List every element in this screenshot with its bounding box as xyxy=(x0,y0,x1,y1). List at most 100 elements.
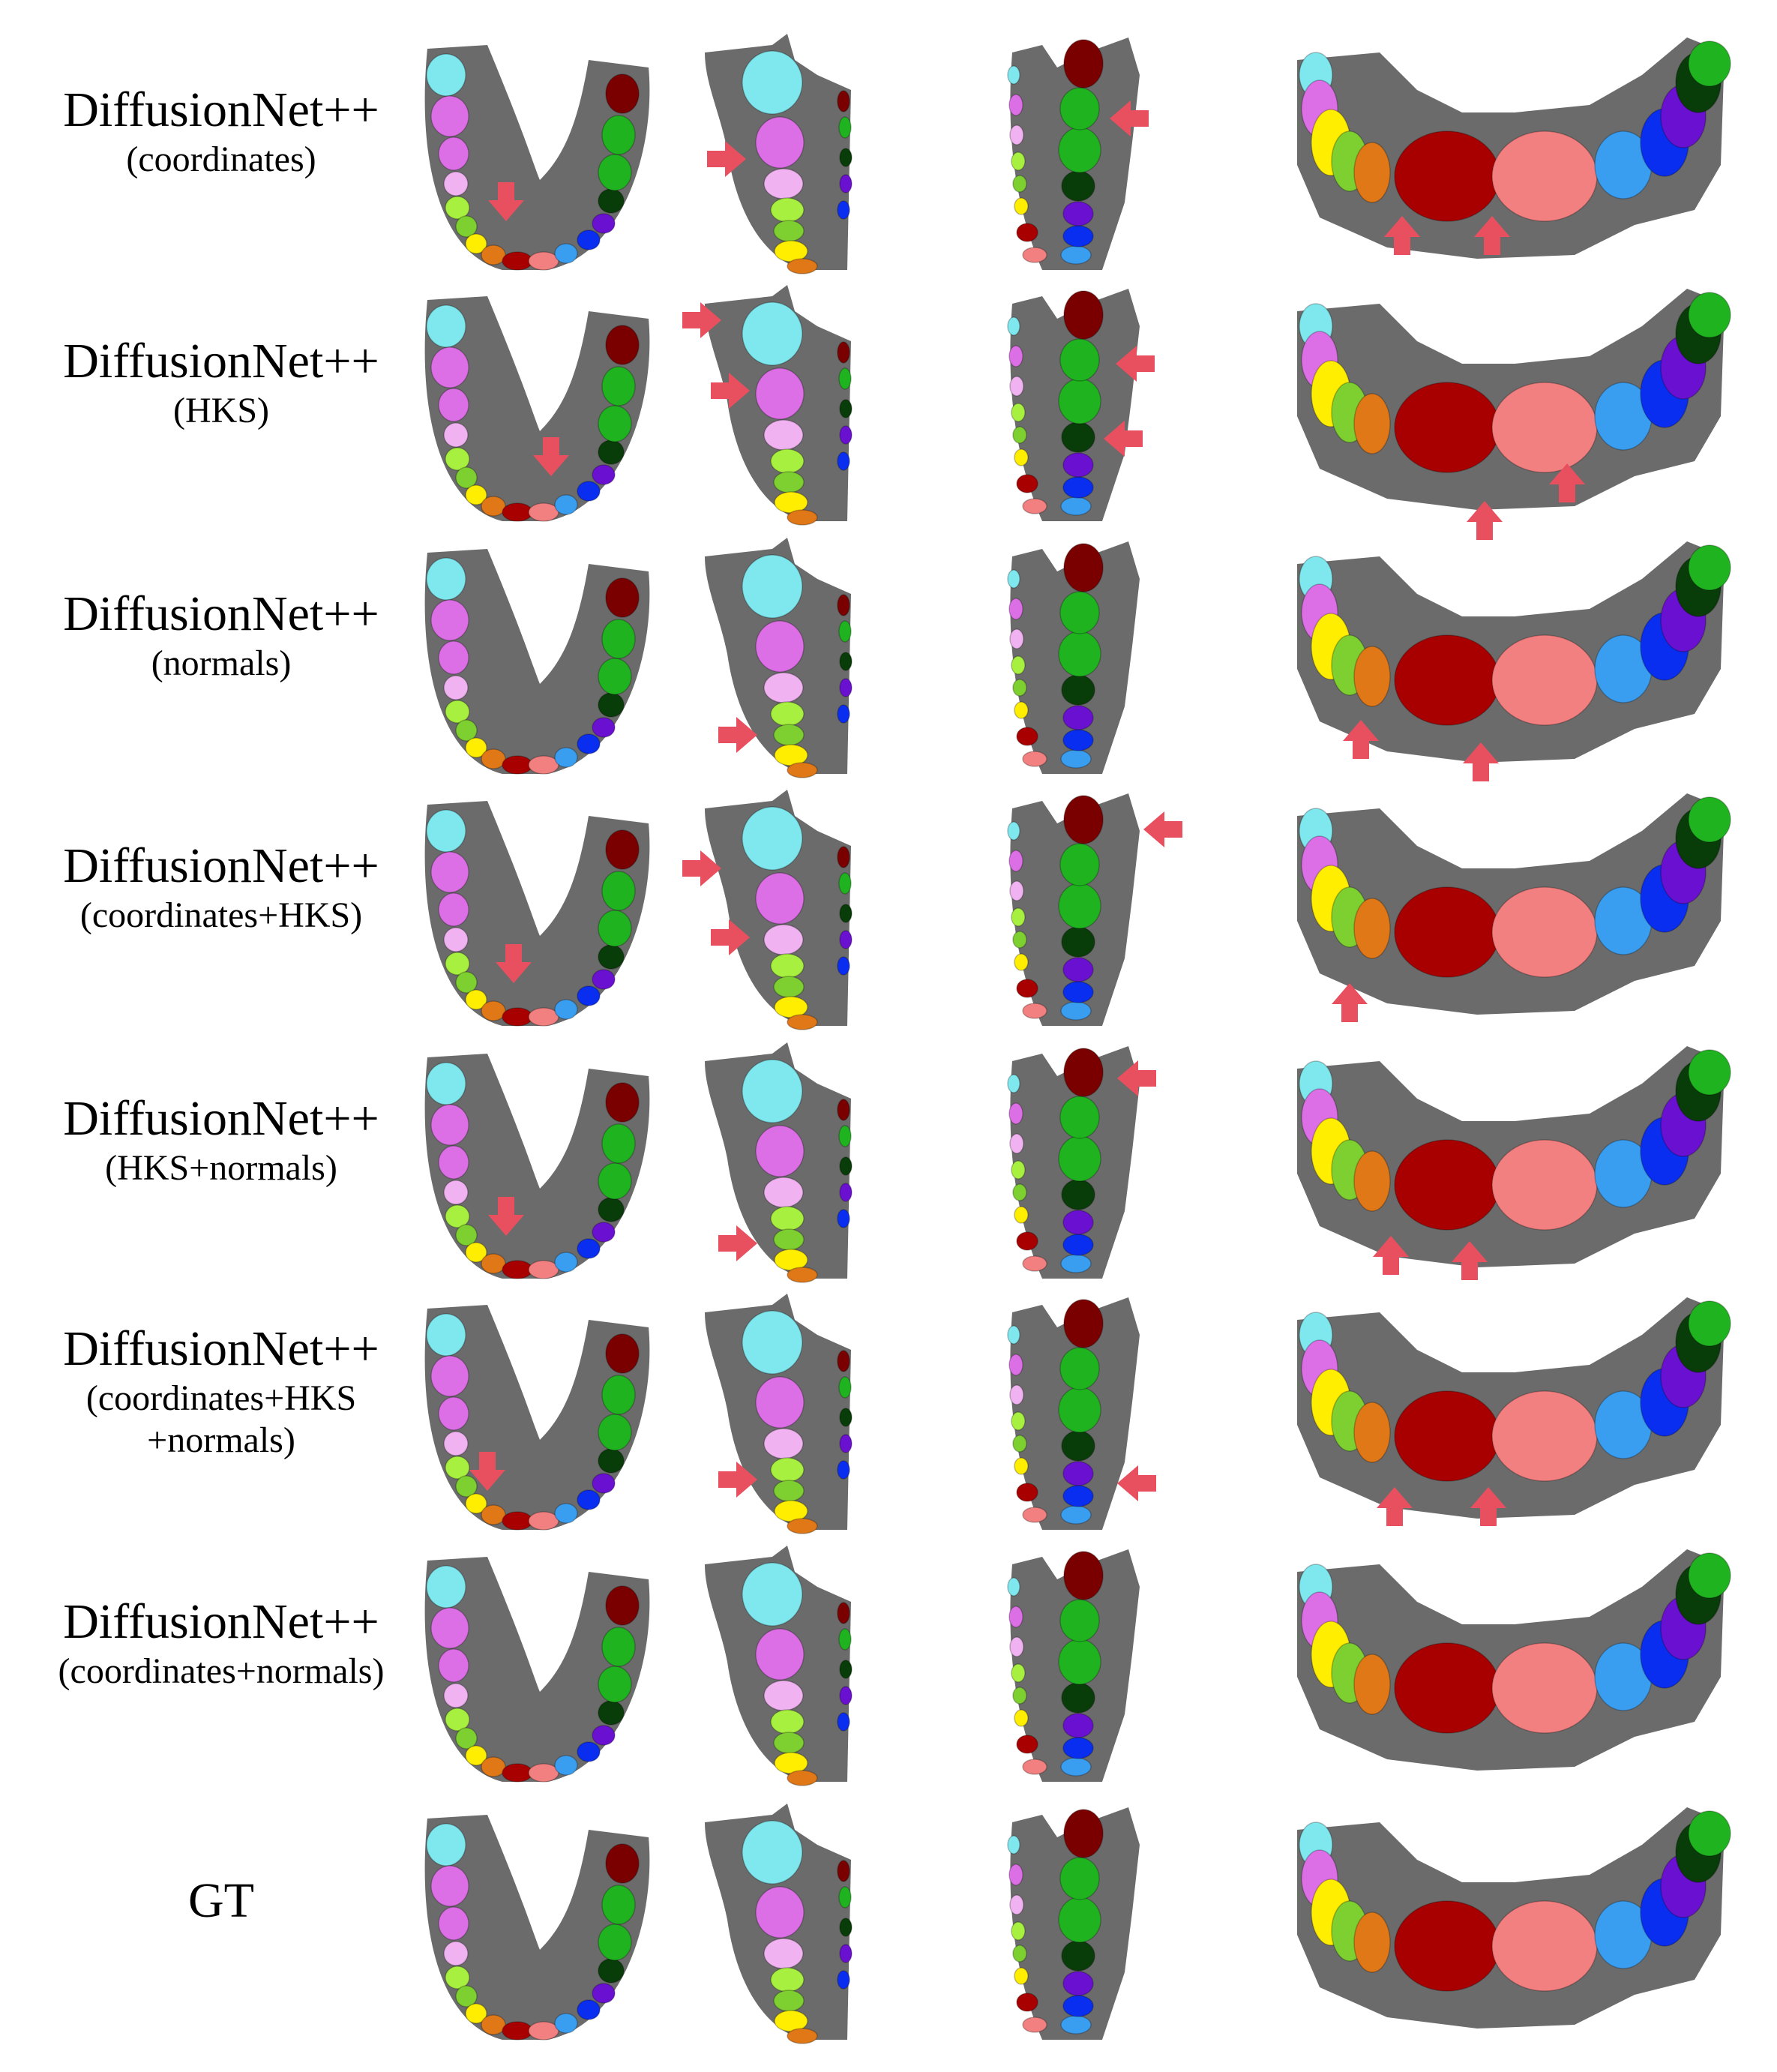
tooth-14 xyxy=(598,1197,625,1222)
left-side-view xyxy=(690,534,937,781)
tooth-4 xyxy=(1011,1160,1026,1180)
tooth-10 xyxy=(1062,729,1094,751)
tooth-2 xyxy=(430,599,469,641)
tooth-16 xyxy=(601,1123,636,1164)
tooth-8 xyxy=(1022,247,1047,263)
tooth-1 xyxy=(426,53,466,97)
occlusal-view-render xyxy=(424,45,650,271)
tooth-13 xyxy=(592,717,616,738)
tooth-7 xyxy=(787,509,818,526)
tooth-9 xyxy=(838,872,852,895)
right-side-view-render xyxy=(1007,289,1155,521)
highlight-arrow-up xyxy=(1549,463,1585,502)
tooth-5 xyxy=(445,700,470,724)
method-name: DiffusionNet++ xyxy=(63,586,379,641)
tooth-10 xyxy=(528,2021,559,2041)
right-side-view-render xyxy=(1007,1807,1140,2040)
frontal-view xyxy=(1290,1290,1740,1537)
tooth-14 xyxy=(598,439,625,465)
highlight-arrow-down xyxy=(496,944,532,983)
tooth-11 xyxy=(554,999,578,1020)
tooth-9 xyxy=(838,116,852,139)
frontal-view-render xyxy=(1297,541,1731,781)
tooth-5 xyxy=(445,1966,470,1990)
tooth-8 xyxy=(837,90,850,112)
tooth-3 xyxy=(763,924,804,955)
tooth-1 xyxy=(1007,1835,1020,1855)
tooth-3 xyxy=(438,1906,469,1941)
highlight-arrow-up xyxy=(1470,1487,1506,1526)
tooth-10 xyxy=(528,1511,559,1531)
tooth-5 xyxy=(773,724,805,746)
tooth-13 xyxy=(1058,883,1101,929)
feature-label: (coordinates+normals) xyxy=(58,1651,385,1691)
tooth-11 xyxy=(839,174,853,193)
left-side-view-render xyxy=(682,285,853,526)
tooth-13 xyxy=(592,1983,616,2004)
tooth-12 xyxy=(837,1209,850,1228)
tooth-4 xyxy=(443,1941,469,1966)
tooth-3 xyxy=(1009,1894,1024,1915)
tooth-7 xyxy=(1016,727,1038,746)
tooth-9 xyxy=(838,1886,852,1909)
tooth-7 xyxy=(465,989,487,1010)
figure-row: DiffusionNet++ (HKS+normals) xyxy=(0,1039,1777,1292)
tooth-10 xyxy=(528,502,559,522)
right-side-view-render xyxy=(1007,1549,1140,1782)
tooth-4 xyxy=(770,448,805,474)
tooth-12 xyxy=(577,1741,601,1762)
gum-mesh xyxy=(424,1815,650,2040)
tooth-14 xyxy=(598,1958,625,1984)
highlight-arrow-up xyxy=(1474,216,1510,255)
tooth-15 xyxy=(598,658,632,695)
tooth-14 xyxy=(1059,1857,1100,1900)
tooth-17 xyxy=(605,1082,640,1123)
left-side-view-render xyxy=(705,34,853,274)
tooth-12 xyxy=(577,733,601,754)
tooth-5 xyxy=(1353,1912,1391,1973)
gum-mesh xyxy=(424,1557,650,1782)
tooth-1 xyxy=(742,1820,803,1885)
method-name: DiffusionNet++ xyxy=(63,1091,379,1146)
tooth-11 xyxy=(554,1755,578,1776)
tooth-15 xyxy=(598,1162,632,1200)
method-name: DiffusionNet++ xyxy=(63,82,379,137)
tooth-8 xyxy=(837,1350,850,1372)
tooth-6 xyxy=(1014,1709,1029,1727)
tooth-2 xyxy=(1008,1354,1023,1376)
tooth-12 xyxy=(837,704,850,724)
method-name: DiffusionNet++ xyxy=(63,1321,379,1376)
tooth-6 xyxy=(1394,130,1500,222)
tooth-9 xyxy=(1060,245,1092,265)
tooth-12 xyxy=(577,481,601,502)
tooth-7 xyxy=(1016,1735,1038,1754)
tooth-15 xyxy=(1063,795,1104,844)
tooth-1 xyxy=(1007,1325,1020,1345)
tooth-8 xyxy=(1022,1507,1047,1523)
tooth-7 xyxy=(1016,979,1038,998)
tooth-13 xyxy=(1058,1135,1101,1182)
frontal-view-render xyxy=(1297,37,1731,259)
tooth-10 xyxy=(839,904,853,923)
tooth-5 xyxy=(1353,142,1391,203)
feature-label: (coordinates) xyxy=(126,139,316,179)
tooth-16 xyxy=(601,1375,636,1415)
tooth-6 xyxy=(455,1224,478,1246)
tooth-4 xyxy=(770,1967,805,1993)
gum-mesh xyxy=(424,1054,650,1279)
tooth-12 xyxy=(1688,292,1731,338)
tooth-11 xyxy=(1062,1210,1094,1235)
highlight-arrow-left xyxy=(1116,346,1155,382)
feature-label: (normals) xyxy=(151,643,292,683)
feature-label: (coordinates+HKS xyxy=(85,1378,357,1418)
tooth-11 xyxy=(1062,1971,1094,1996)
tooth-11 xyxy=(554,747,578,768)
occlusal-view-render xyxy=(424,549,650,775)
tooth-4 xyxy=(1011,1411,1026,1431)
tooth-1 xyxy=(742,1059,803,1123)
tooth-2 xyxy=(430,95,469,137)
highlight-arrow-up xyxy=(1332,983,1368,1022)
tooth-11 xyxy=(839,425,853,445)
tooth-8 xyxy=(1022,1003,1047,1019)
